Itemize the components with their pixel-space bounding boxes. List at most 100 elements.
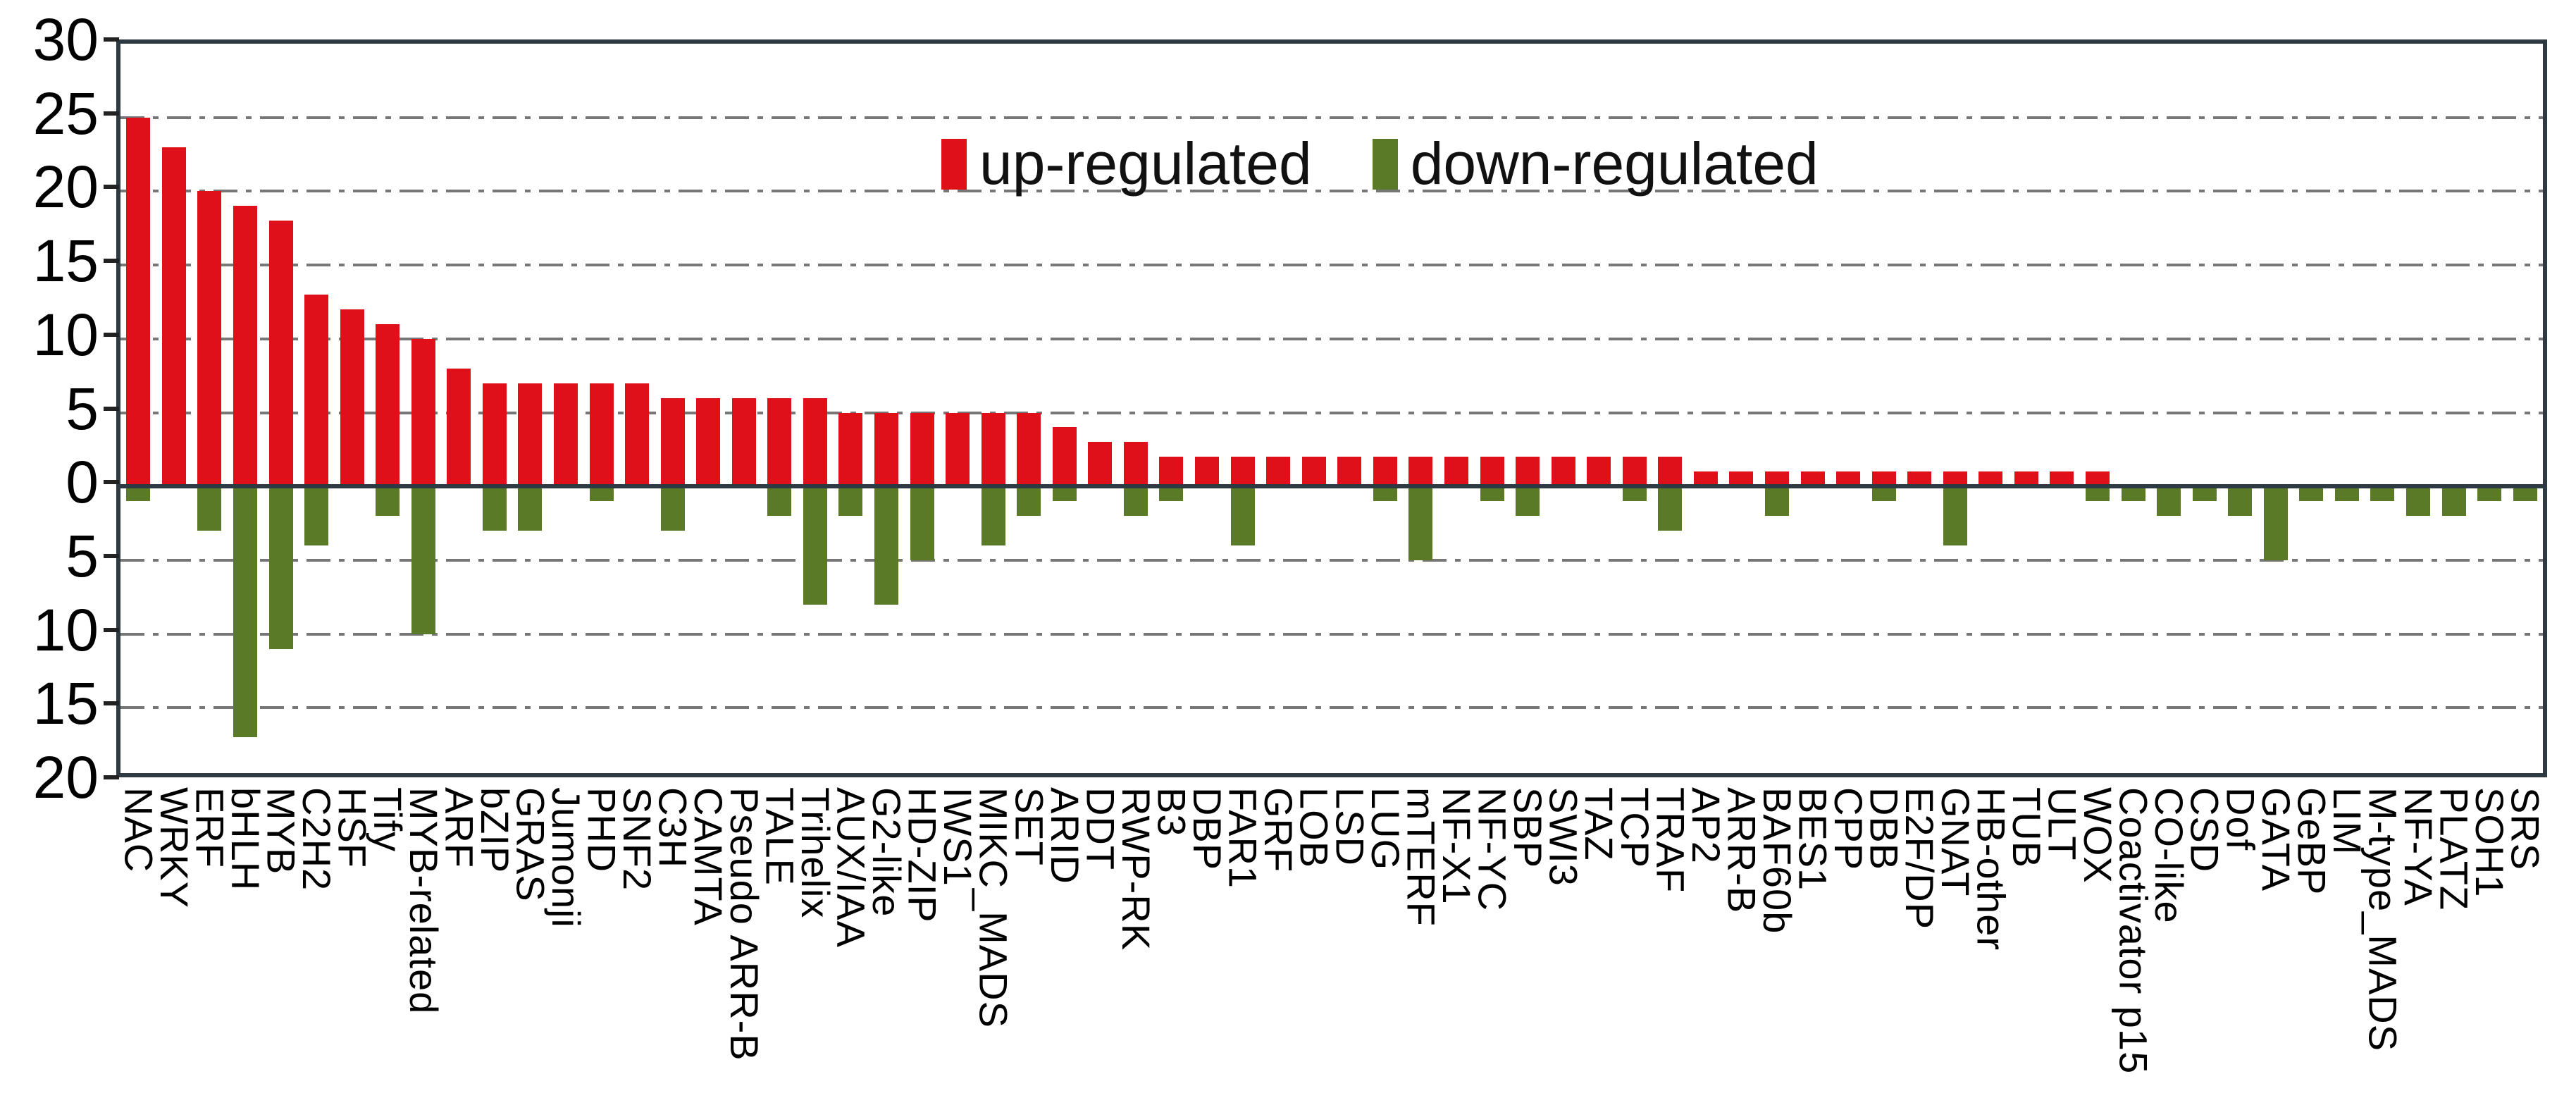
bar-down-SET: [1017, 486, 1041, 517]
bar-down-TALE: [767, 486, 792, 517]
x-category-label-LOB: LOB: [1292, 787, 1337, 869]
x-category-label-MYB: MYB: [259, 787, 304, 875]
x-category-label-CAMTA: CAMTA: [686, 787, 731, 926]
bar-down-SBP: [1516, 486, 1540, 517]
y-tick-mark: [104, 701, 119, 706]
y-tick-label-0-at-0: 0: [66, 449, 99, 516]
x-category-label-SRS: SRS: [2503, 787, 2548, 871]
bar-down-TRAF: [1658, 486, 1683, 531]
bar-down-C3H: [660, 486, 685, 531]
x-category-label-BES1: BES1: [1790, 787, 1835, 892]
bar-up-MYB-related: [411, 338, 435, 487]
bar-up-TCP: [1622, 457, 1647, 487]
x-category-label-TCP: TCP: [1612, 787, 1657, 868]
bar-up-HD-ZIP: [910, 412, 934, 487]
x-category-label-TRAF: TRAF: [1648, 787, 1693, 894]
x-category-label-FAR1: FAR1: [1220, 787, 1265, 889]
bar-up-MYB: [268, 221, 293, 487]
y-tick-label-15-at-15: 15: [32, 228, 99, 295]
bar-up-GRAS: [518, 383, 543, 487]
x-category-label-NF-YA: NF-YA: [2396, 787, 2441, 906]
bar-down-Trihelix: [803, 486, 827, 605]
y-tick-mark: [104, 111, 119, 116]
gridline-20: [120, 190, 2543, 193]
gridline-5: [120, 411, 2543, 414]
y-tick-label-25-at-25: 25: [32, 80, 99, 147]
bar-down-MYB-related: [411, 486, 435, 634]
x-category-label-BAF60b: BAF60b: [1754, 787, 1800, 934]
y-tick-label-20-at-20: 20: [32, 154, 99, 221]
bar-down-DBB: [1871, 486, 1896, 502]
bar-up-Tify: [376, 323, 400, 487]
bar-down-NF-YC: [1480, 486, 1504, 502]
bar-up-GNAT: [1943, 471, 1967, 487]
x-category-label-TUB: TUB: [2004, 787, 2049, 868]
bar-up-LUG: [1373, 457, 1397, 487]
bar-down-PHD: [589, 486, 614, 502]
y-tick-mark: [104, 332, 119, 337]
gridline--5: [120, 558, 2543, 562]
x-category-label-DBB: DBB: [1862, 787, 1907, 871]
bar-up-AP2: [1693, 471, 1718, 487]
x-category-label-Pseudo ARR-B: Pseudo ARR-B: [722, 787, 767, 1061]
y-tick-mark: [104, 406, 119, 411]
bar-up-NF-YC: [1480, 457, 1504, 487]
bar-up-DDT: [1088, 442, 1113, 487]
x-category-label-MYB-related: MYB-related: [401, 787, 446, 1015]
x-category-label-LUG: LUG: [1363, 787, 1408, 871]
gridline-10: [120, 337, 2543, 340]
bar-down-AUX/IAA: [838, 486, 863, 517]
x-category-label-IWS1: IWS1: [936, 787, 981, 887]
x-category-label-ARID: ARID: [1042, 787, 1087, 884]
bar-up-CPP: [1836, 471, 1861, 487]
bar-up-AUX/IAA: [838, 412, 863, 487]
y-tick-mark: [104, 553, 119, 558]
bar-up-B3: [1159, 457, 1184, 487]
bar-down-MIKC_MADS: [981, 486, 1005, 545]
x-category-label-E2F/DP: E2F/DP: [1897, 787, 1943, 930]
bar-down-MYB: [268, 486, 293, 649]
bar-down-G2-like: [874, 486, 898, 605]
bar-up-Pseudo ARR-B: [731, 397, 756, 487]
bar-up-SBP: [1516, 457, 1540, 487]
y-tick-mark: [104, 185, 119, 190]
x-category-label-DDT: DDT: [1078, 787, 1123, 871]
x-category-label-LSD: LSD: [1327, 787, 1373, 866]
bar-down-LIM: [2334, 486, 2359, 502]
x-category-label-HB-other: HB-other: [1969, 787, 2014, 951]
bar-down-CO-like: [2157, 486, 2181, 517]
x-category-label-HD-ZIP: HD-ZIP: [900, 787, 945, 923]
bar-down-GeBP: [2299, 486, 2324, 502]
x-category-label-GATA: GATA: [2253, 787, 2298, 892]
x-category-label-GeBP: GeBP: [2289, 787, 2334, 896]
bar-up-G2-like: [874, 412, 898, 487]
x-category-label-B3: B3: [1149, 787, 1194, 837]
x-category-label-ARF: ARF: [437, 787, 482, 868]
bar-down-B3: [1159, 486, 1184, 502]
y-tick-mark: [104, 775, 119, 779]
gridline--10: [120, 632, 2543, 636]
x-category-label-mTERF: mTERF: [1399, 787, 1444, 927]
x-category-label-AP2: AP2: [1683, 787, 1728, 864]
x-category-label-NF-X1: NF-X1: [1434, 787, 1479, 905]
bar-down-Coactivator p15: [2121, 486, 2145, 502]
bar-up-DBP: [1195, 457, 1220, 487]
bar-up-IWS1: [946, 412, 970, 487]
bar-down-bZIP: [482, 486, 507, 531]
bar-up-E2F/DP: [1907, 471, 1932, 487]
x-category-label-SOH1: SOH1: [2467, 787, 2513, 898]
bar-down-Dof: [2228, 486, 2253, 517]
y-tick-label-10-at--10: 10: [32, 596, 99, 663]
x-category-label-GRF: GRF: [1256, 787, 1301, 873]
x-category-label-PLATZ: PLATZ: [2432, 787, 2477, 911]
up-regulated-swatch-icon: [941, 138, 967, 190]
bar-down-BAF60b: [1764, 486, 1789, 517]
zero-axis-line: [120, 484, 2543, 489]
bar-down-WOX: [2086, 486, 2110, 502]
x-category-label-SBP: SBP: [1506, 787, 1551, 869]
x-category-label-HSF: HSF: [330, 787, 375, 868]
bar-up-C2H2: [304, 294, 329, 487]
y-tick-label-10-at-10: 10: [32, 301, 99, 368]
bar-down-ARID: [1052, 486, 1077, 502]
x-category-label-CPP: CPP: [1826, 787, 1871, 871]
